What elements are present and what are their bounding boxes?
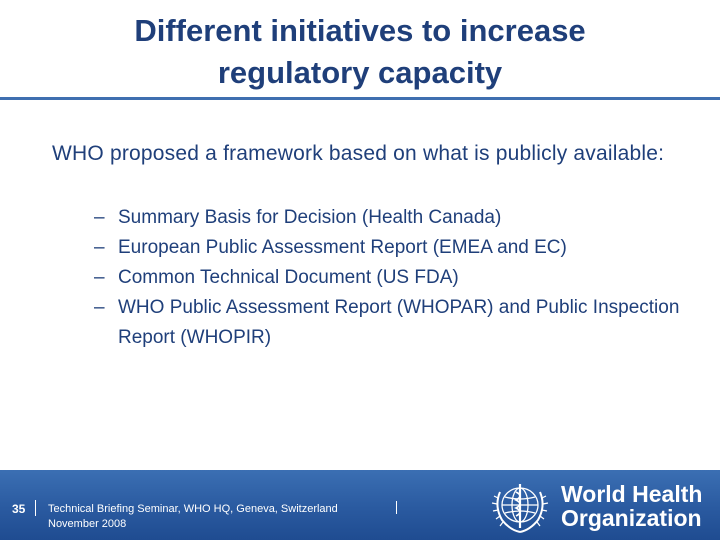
who-emblem-icon xyxy=(491,484,549,533)
bullet-dash: – xyxy=(94,267,105,288)
bullet-text: WHO Public Assessment Report (WHOPAR) an… xyxy=(118,297,680,348)
org-name-line-1: World Health xyxy=(561,481,703,507)
list-item: – Summary Basis for Decision (Health Can… xyxy=(94,203,704,233)
who-wordmark: World Health Organization xyxy=(561,482,702,530)
footer-divider xyxy=(396,501,397,514)
org-name-line-2: Organization xyxy=(561,505,702,531)
title-line-2: regulatory capacity xyxy=(217,55,503,90)
bullet-dash: – xyxy=(94,207,105,228)
bullet-text: European Public Assessment Report (EMEA … xyxy=(118,237,567,258)
title-divider xyxy=(0,97,720,100)
bullet-dash: – xyxy=(94,237,105,258)
title-line-1: Different initiatives to increase xyxy=(134,13,586,48)
bullet-text: Summary Basis for Decision (Health Canad… xyxy=(118,207,502,228)
footer-date-text: November 2008 xyxy=(48,518,127,530)
list-item: – WHO Public Assessment Report (WHOPAR) … xyxy=(94,293,704,353)
footer-bar xyxy=(0,470,720,540)
bullet-dash: – xyxy=(94,297,105,318)
bullet-list: – Summary Basis for Decision (Health Can… xyxy=(94,203,704,353)
footer-event-text: Technical Briefing Seminar, WHO HQ, Gene… xyxy=(48,503,338,515)
page-number: 35 xyxy=(12,502,26,516)
slide-title: Different initiatives to increase regula… xyxy=(40,10,680,94)
list-item: – Common Technical Document (US FDA) xyxy=(94,263,704,293)
footer-divider xyxy=(35,500,36,516)
list-item: – European Public Assessment Report (EME… xyxy=(94,233,704,263)
bullet-text: Common Technical Document (US FDA) xyxy=(118,267,459,288)
intro-text: WHO proposed a framework based on what i… xyxy=(52,142,665,165)
